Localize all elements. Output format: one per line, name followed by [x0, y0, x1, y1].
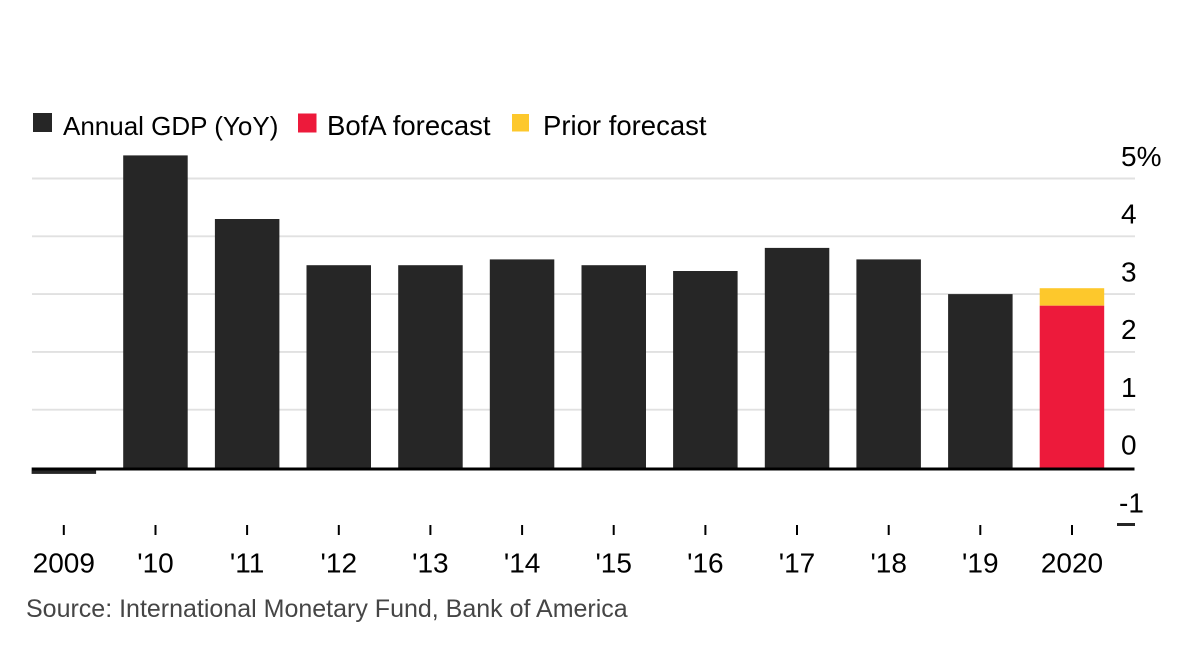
svg-text:'16: '16 — [687, 548, 724, 579]
svg-text:2009: 2009 — [33, 548, 95, 579]
svg-text:BofA forecast: BofA forecast — [327, 110, 491, 141]
svg-text:-1: -1 — [1119, 488, 1144, 519]
svg-text:3: 3 — [1121, 257, 1137, 288]
svg-text:'13: '13 — [412, 548, 449, 579]
svg-text:'17: '17 — [779, 548, 816, 579]
svg-text:1: 1 — [1121, 372, 1137, 403]
svg-text:'10: '10 — [137, 548, 174, 579]
svg-text:2020: 2020 — [1041, 548, 1103, 579]
svg-text:Prior forecast: Prior forecast — [543, 110, 707, 141]
svg-text:'18: '18 — [870, 548, 907, 579]
svg-text:0: 0 — [1121, 430, 1137, 461]
svg-text:5%: 5% — [1121, 141, 1161, 172]
svg-text:'19: '19 — [962, 548, 999, 579]
svg-text:Annual GDP (YoY): Annual GDP (YoY) — [63, 111, 278, 141]
svg-text:4: 4 — [1121, 199, 1137, 230]
svg-text:'15: '15 — [595, 548, 632, 579]
svg-text:2: 2 — [1121, 314, 1137, 345]
svg-text:'12: '12 — [321, 548, 358, 579]
svg-text:'11: '11 — [230, 548, 264, 579]
svg-text:Source: International Monetary: Source: International Monetary Fund, Ban… — [26, 595, 628, 623]
svg-text:'14: '14 — [504, 548, 541, 579]
